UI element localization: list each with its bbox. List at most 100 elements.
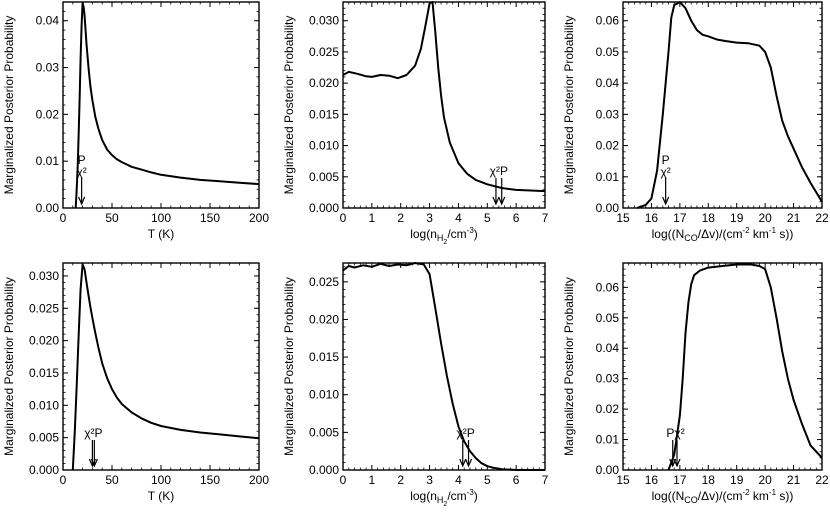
y-tick-label: 0.005 (309, 170, 339, 184)
marker-arrowhead (78, 196, 86, 206)
x-axis-label-part: 2 (443, 239, 447, 246)
x-tick-label: 100 (151, 211, 171, 225)
x-axis-label-part: log(n (410, 489, 437, 503)
y-axis-label: Marginalized Posterior Probability (282, 277, 296, 456)
x-axis-label-part: ) (474, 489, 478, 503)
x-tick-label: 1 (369, 211, 376, 225)
x-tick-label: 0 (60, 211, 67, 225)
x-tick-label: 17 (673, 473, 687, 487)
y-tick-label: 0.05 (596, 311, 620, 325)
y-tick-label: 0.00 (596, 463, 620, 477)
x-axis-label-part: T (K) (148, 227, 174, 241)
x-axis-label: log(nH2/cm-3) (410, 226, 478, 246)
y-tick-label: 0.020 (309, 312, 339, 326)
y-axis-label: Marginalized Posterior Probability (562, 277, 576, 456)
y-tick-label: 0.010 (29, 398, 59, 412)
series-line (71, 263, 260, 471)
y-axis-label: Marginalized Posterior Probability (2, 277, 16, 456)
x-tick-label: 21 (787, 473, 801, 487)
x-axis-label: log(nH2/cm-3) (410, 488, 478, 508)
marker-arrowhead (673, 458, 681, 468)
x-tick-label: 100 (151, 473, 171, 487)
x-tick-label: 22 (815, 473, 829, 487)
x-tick-label: 200 (249, 473, 269, 487)
y-tick-label: 0.06 (596, 14, 620, 28)
x-tick-label: 16 (645, 473, 659, 487)
y-tick-label: 0.02 (596, 402, 620, 416)
x-tick-label: 17 (673, 211, 687, 225)
x-tick-label: 4 (455, 473, 462, 487)
y-tick-label: 0.00 (36, 201, 60, 215)
x-axis-label-part: CO (684, 233, 698, 243)
x-tick-label: 50 (105, 211, 119, 225)
y-tick-label: 0.03 (596, 107, 620, 121)
y-tick-label: 0.005 (29, 431, 59, 445)
y-tick-label: 0.03 (596, 372, 620, 386)
x-axis-label-part: /Δv)/(cm (698, 227, 743, 241)
marker-label: P (78, 153, 86, 167)
marker-arrowhead (459, 458, 467, 468)
x-axis-label-part: /cm (447, 489, 466, 503)
plot-frame (342, 262, 546, 471)
x-tick-label: 4 (455, 211, 462, 225)
x-tick-label: 16 (645, 211, 659, 225)
marker-arrowhead (498, 196, 506, 206)
marker-label: χ² (660, 165, 670, 179)
x-axis-label: log((NCO/Δv)/(cm-2 km-1 s)) (652, 488, 794, 505)
series-line (342, 1, 546, 193)
series-line (74, 1, 260, 209)
x-tick-label: 0 (340, 211, 347, 225)
x-axis-label-part: km (750, 227, 769, 241)
series-line (636, 1, 823, 209)
x-axis-label-part: H (437, 233, 444, 243)
x-tick-label: 19 (730, 473, 744, 487)
marker-label: χ²P (490, 164, 508, 178)
marker-label: P (662, 153, 670, 167)
plot-frame (622, 1, 823, 209)
x-axis-label-part: CO (684, 495, 698, 505)
x-tick-label: 18 (702, 211, 716, 225)
y-tick-label: 0.010 (309, 139, 339, 153)
y-tick-label: 0.04 (596, 341, 620, 355)
x-axis-label-part: km (750, 489, 769, 503)
x-tick-label: 22 (815, 211, 829, 225)
x-tick-label: 3 (426, 211, 433, 225)
x-tick-label: 2 (397, 473, 404, 487)
y-tick-label: 0.020 (309, 76, 339, 90)
x-tick-label: 2 (397, 211, 404, 225)
y-tick-label: 0.01 (36, 154, 60, 168)
marker-arrowhead (662, 196, 670, 206)
x-tick-label: 7 (542, 211, 549, 225)
marker-label: Pχ² (666, 426, 684, 440)
x-axis-label-part: -3 (467, 226, 475, 235)
x-tick-label: 5 (484, 473, 491, 487)
y-tick-label: 0.04 (596, 76, 620, 90)
x-axis-label-part: -2 (742, 488, 750, 497)
y-tick-label: 0.05 (596, 45, 620, 59)
x-tick-label: 20 (758, 211, 772, 225)
y-axis-label: Marginalized Posterior Probability (2, 16, 16, 195)
chart-panel-3: 15 16 17 18 19 20 21 22 0.00 0.01 0.02 0.03 0.04 0.05… (562, 1, 829, 243)
y-tick-label: 0.025 (29, 301, 59, 315)
chart-panel-2: 0 1 2 3 4 5 6 7 0.000 0.005 0.010 0.015 0.020 0.025 0.… (282, 1, 549, 246)
y-tick-label: 0.025 (309, 275, 339, 289)
chart-panel-1: 0 50 100 150 200 0.00 0.01 0.02 0.03 0.04 Marginal… (2, 1, 269, 241)
y-tick-label: 0.01 (596, 433, 620, 447)
marker-arrowhead (464, 458, 473, 468)
x-axis-label-part: log((N (652, 227, 685, 241)
marker-label: χ²P (456, 426, 474, 440)
y-tick-label: 0.000 (29, 463, 59, 477)
x-tick-label: 20 (758, 473, 772, 487)
y-tick-label: 0.02 (36, 107, 60, 121)
x-tick-label: 15 (616, 473, 630, 487)
chart-panel-5: 0 1 2 3 4 5 6 7 0.000 0.005 0.010 0.015 0.020 0.025 Ma… (282, 262, 549, 508)
x-axis-label-part: /cm (447, 227, 466, 241)
series-line (342, 262, 545, 471)
x-tick-label: 19 (730, 211, 744, 225)
y-axis-label: Marginalized Posterior Probability (282, 16, 296, 195)
x-tick-label: 18 (702, 473, 716, 487)
marker-label: χ² (76, 165, 86, 179)
x-axis-label-part: /Δv)/(cm (698, 489, 743, 503)
x-tick-label: 50 (105, 473, 119, 487)
